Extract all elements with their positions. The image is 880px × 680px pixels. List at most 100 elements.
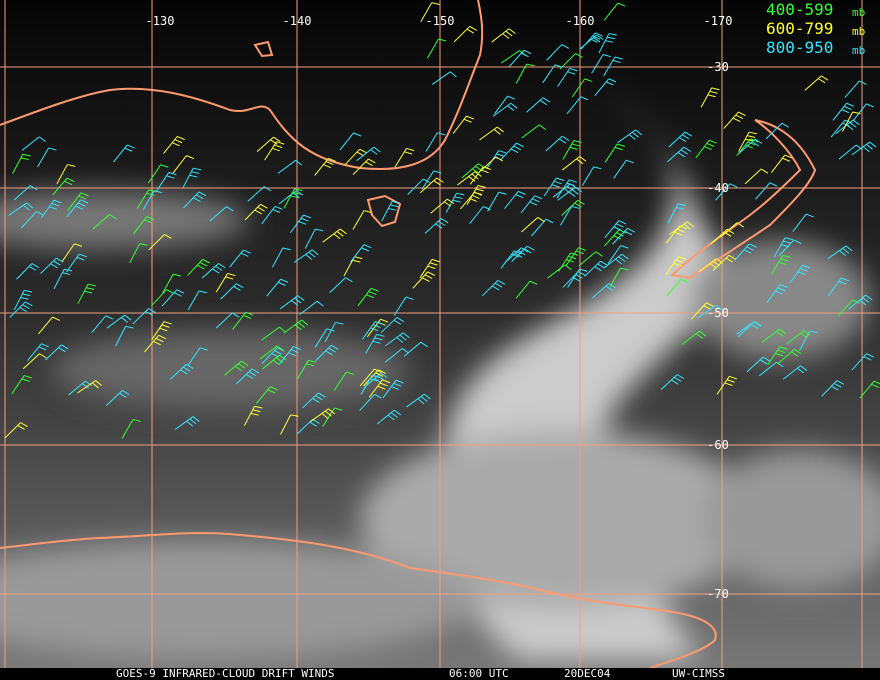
barb-feather [617,2,626,7]
barb-feather [76,256,85,261]
barb-feather [218,263,226,269]
wind-barb [520,195,543,214]
wind-barbs [4,2,880,439]
barb-feather [378,369,386,374]
barb-feather [231,312,240,318]
wind-barb [453,26,477,43]
barb-feather [580,96,589,101]
barb-feather [575,250,584,255]
wind-barb [129,243,148,264]
barb-feather [325,160,334,166]
barb-feather [272,147,281,152]
barb-feather [687,221,695,228]
wind-barb [827,277,849,297]
barb-feather [30,185,38,191]
barb-feather [735,114,744,119]
clouds [0,90,880,660]
wind-barb [215,312,240,329]
wind-barb [758,361,784,377]
barb-feather [53,260,61,266]
barb-feather [573,139,582,143]
barb-feather [22,293,31,297]
wind-barb [566,96,589,115]
barb-feather [240,252,249,257]
barb-feather [427,271,436,276]
barb-feather [87,283,96,287]
wind-barb [799,330,818,351]
wind-barb [792,213,814,232]
barb-feather [471,173,479,180]
barb-feather [863,356,872,361]
wind-barb [765,122,790,140]
wind-barb [67,192,89,211]
wind-barb [302,392,326,409]
wind-barb [452,115,475,134]
barb-shaft [359,368,375,387]
barb-feather [417,398,425,405]
wind-barb [38,316,61,335]
barb-feather [715,304,723,311]
latitude-label: -40 [707,181,729,195]
wind-barb [491,28,516,43]
barb-feather [438,220,446,226]
barb-feather [279,354,287,361]
barb-feather [615,258,623,265]
wind-barb [851,141,877,156]
barb-feather [859,80,867,85]
barb-feather [406,147,415,152]
barb-shaft [129,243,141,264]
barb-shaft [755,182,771,200]
wind-barb [598,33,617,54]
barb-feather [19,307,27,312]
barb-feather [466,115,475,120]
barb-feather [575,53,583,58]
barb-feather [312,418,320,424]
wind-barb [421,170,442,190]
wind-barb [578,251,603,267]
wind-barb [92,214,117,230]
barb-feather [747,141,756,146]
barb-shaft [837,299,853,317]
barb-feather [359,148,367,154]
barb-feather [377,385,386,390]
wind-barb [350,244,372,263]
barb-feather [235,365,243,372]
barb-shaft [271,247,284,268]
barb-feather [846,124,854,131]
barb-feather [193,197,201,202]
barb-feather [675,259,684,264]
wind-barb [844,80,867,98]
barb-feather [272,209,281,213]
wind-barb [851,353,874,371]
wind-barb [426,38,447,59]
barb-feather [779,328,787,335]
wind-barb [424,218,449,234]
barb-shaft [247,186,265,202]
wind-barb [557,67,578,87]
footer-source: UW-CIMSS [672,667,725,680]
wind-barb [842,111,861,132]
barb-feather [612,59,621,64]
barb-feather [777,349,786,354]
barb-feather [477,184,486,188]
barb-feather [712,260,720,267]
barb-feather [707,94,716,98]
wind-barb [356,146,381,162]
barb-feather [166,289,174,294]
barb-feather [600,260,608,266]
wind-barb [359,393,382,411]
barb-feather [551,184,560,188]
wind-barb [183,191,207,209]
wind-barb [11,375,32,395]
barb-feather [144,219,152,224]
barb-feather [584,78,593,82]
wind-barb [279,295,305,310]
barb-feather [294,297,302,304]
barb-feather [309,421,317,427]
barb-feather [333,233,341,240]
wind-barb [698,258,724,273]
wind-barb [715,183,738,201]
wind-barb [697,304,723,319]
barb-feather [775,290,784,295]
barb-feather [498,191,507,195]
